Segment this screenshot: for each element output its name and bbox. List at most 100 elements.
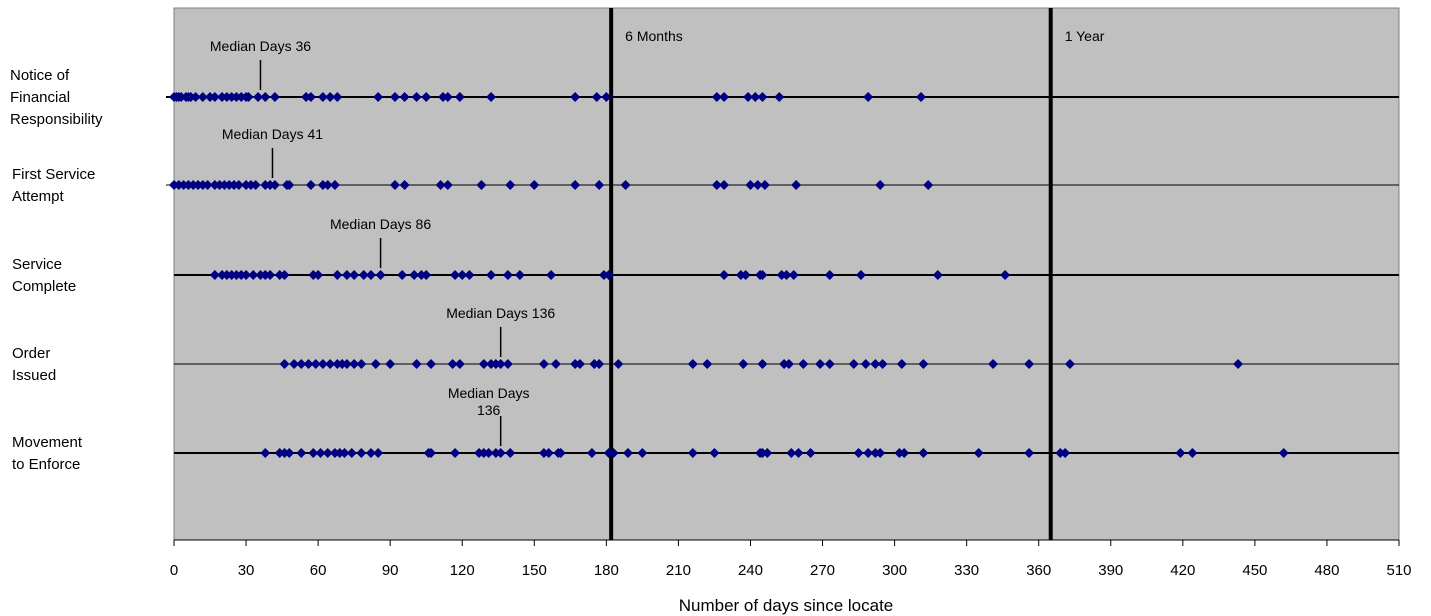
data-point xyxy=(687,359,698,369)
data-point xyxy=(269,92,280,102)
data-point xyxy=(442,92,453,102)
data-point xyxy=(409,270,420,280)
median-annotation: Median Days 136 xyxy=(446,305,555,321)
data-point xyxy=(853,448,864,458)
data-point xyxy=(687,448,698,458)
data-point xyxy=(702,359,713,369)
data-point xyxy=(711,92,722,102)
data-point xyxy=(863,92,874,102)
data-point xyxy=(745,180,756,190)
x-tick-label: 240 xyxy=(738,562,763,579)
data-point xyxy=(711,180,722,190)
median-annotation: Median Days 86 xyxy=(330,216,431,232)
x-tick-label: 90 xyxy=(382,562,399,579)
data-point xyxy=(209,270,220,280)
series-row: Notice of Financial Responsibility Median D… xyxy=(10,38,1399,128)
data-point xyxy=(502,270,513,280)
data-point xyxy=(233,180,244,190)
data-point xyxy=(447,359,458,369)
data-point xyxy=(478,359,489,369)
data-point xyxy=(762,448,773,458)
data-point xyxy=(529,180,540,190)
x-axis-title: Number of days since locate xyxy=(679,596,894,615)
data-point xyxy=(421,270,432,280)
data-point xyxy=(313,270,324,280)
data-point xyxy=(923,180,934,190)
data-point xyxy=(1187,448,1198,458)
data-point xyxy=(502,359,513,369)
data-point xyxy=(1278,448,1289,458)
data-point xyxy=(358,270,369,280)
data-point xyxy=(250,180,261,190)
data-point xyxy=(457,270,468,280)
data-point xyxy=(190,92,201,102)
data-point xyxy=(555,448,566,458)
data-point xyxy=(601,92,612,102)
data-point xyxy=(454,359,465,369)
data-point xyxy=(305,180,316,190)
data-point xyxy=(426,359,437,369)
data-point xyxy=(426,448,437,458)
data-point xyxy=(791,180,802,190)
data-point xyxy=(308,448,319,458)
data-point xyxy=(824,359,835,369)
x-tick-label: 360 xyxy=(1026,562,1051,579)
series-row: Service Complete Median Days 86 xyxy=(12,216,1399,295)
data-point xyxy=(389,180,400,190)
data-point xyxy=(375,270,386,280)
series-row: Movement to Enforce Median Days 136 xyxy=(12,385,1399,473)
data-point xyxy=(546,270,557,280)
x-tick-label: 0 xyxy=(170,562,178,579)
series-label: First Service Attempt xyxy=(12,166,95,205)
data-point xyxy=(875,180,886,190)
data-point xyxy=(322,180,333,190)
data-point xyxy=(798,359,809,369)
data-point xyxy=(486,92,497,102)
data-point xyxy=(973,448,984,458)
data-point xyxy=(373,448,384,458)
data-point xyxy=(349,270,360,280)
data-point xyxy=(514,270,525,280)
data-point xyxy=(570,180,581,190)
data-point xyxy=(740,270,751,280)
data-point xyxy=(454,92,465,102)
data-point xyxy=(1175,448,1186,458)
x-tick-label: 420 xyxy=(1170,562,1195,579)
series-rows: Notice of Financial Responsibility Median D… xyxy=(10,38,1399,473)
data-point xyxy=(284,448,295,458)
data-point xyxy=(310,359,321,369)
data-point xyxy=(253,92,264,102)
reference-line-label: 6 Months xyxy=(625,28,683,44)
data-point xyxy=(483,448,494,458)
data-point xyxy=(788,270,799,280)
data-point xyxy=(505,180,516,190)
data-point xyxy=(570,92,581,102)
x-tick-label: 270 xyxy=(810,562,835,579)
data-point xyxy=(296,448,307,458)
data-point xyxy=(781,270,792,280)
series-label: Service Complete xyxy=(12,256,76,295)
data-point xyxy=(918,359,929,369)
series-label: Order Issued xyxy=(12,345,56,384)
data-point xyxy=(476,180,487,190)
data-point xyxy=(622,448,633,458)
data-point xyxy=(637,448,648,458)
x-tick-label: 480 xyxy=(1314,562,1339,579)
data-point xyxy=(586,448,597,458)
data-point xyxy=(202,180,213,190)
data-point xyxy=(389,92,400,102)
data-point xyxy=(793,448,804,458)
data-point xyxy=(719,270,730,280)
data-point xyxy=(241,270,252,280)
data-point xyxy=(442,180,453,190)
data-point xyxy=(315,448,326,458)
data-point xyxy=(774,92,785,102)
data-point xyxy=(860,359,871,369)
data-point xyxy=(279,270,290,280)
data-point xyxy=(877,359,888,369)
x-tick-label: 300 xyxy=(882,562,907,579)
data-point xyxy=(495,448,506,458)
data-point xyxy=(341,359,352,369)
data-point xyxy=(719,92,730,102)
